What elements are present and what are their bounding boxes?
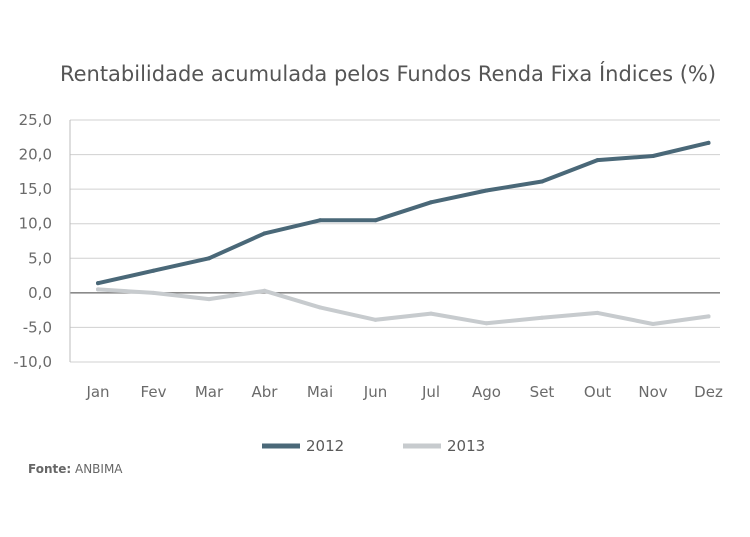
data-point-2012 — [484, 188, 489, 193]
data-point-2013 — [484, 321, 489, 326]
data-point-2013 — [373, 317, 378, 322]
y-tick-label: -10,0 — [13, 353, 52, 371]
x-axis-ticks: Jan Fev Mar Abr Mai Jun Jul Ago Set Out Nov Dez — [85, 383, 723, 401]
x-tick-label: Nov — [638, 383, 667, 401]
legend-label-2012: 2012 — [306, 437, 344, 455]
x-tick-label: Set — [530, 383, 555, 401]
data-point-2013 — [595, 310, 600, 315]
data-point-2012 — [373, 218, 378, 223]
y-tick-label: 20,0 — [19, 146, 52, 164]
data-point-2013 — [429, 311, 433, 316]
data-point-2012 — [540, 179, 544, 184]
x-tick-label: Mar — [195, 383, 224, 401]
data-point-2013 — [706, 314, 711, 319]
data-point-2013 — [318, 305, 322, 310]
x-tick-label: Jul — [421, 383, 440, 401]
data-point-2013 — [262, 288, 267, 293]
series-line-2013 — [96, 287, 711, 326]
data-point-2012 — [207, 256, 211, 261]
x-tick-label: Out — [584, 383, 611, 401]
x-tick-label: Ago — [472, 383, 501, 401]
x-tick-label: Jun — [363, 383, 387, 401]
chart-legend: 2012 2013 — [262, 437, 485, 455]
x-tick-label: Fev — [141, 383, 167, 401]
chart-title: Rentabilidade acumulada pelos Fundos Ren… — [60, 61, 716, 86]
series-line-2012 — [96, 140, 711, 286]
legend-label-2013: 2013 — [447, 437, 485, 455]
chart-grid — [69, 119, 720, 363]
source-label: Fonte: — [28, 462, 72, 476]
chart-series — [96, 140, 711, 326]
data-point-2012 — [318, 218, 322, 223]
x-tick-label: Jan — [85, 383, 109, 401]
data-point-2012 — [429, 200, 433, 205]
data-point-2012 — [706, 140, 711, 145]
y-tick-label: -5,0 — [23, 318, 52, 336]
x-tick-label: Abr — [252, 383, 279, 401]
data-point-2013 — [151, 290, 156, 295]
y-tick-label: 10,0 — [19, 215, 52, 233]
y-tick-label: 25,0 — [19, 111, 52, 129]
data-point-2013 — [651, 321, 655, 326]
y-tick-label: 0,0 — [28, 284, 52, 302]
y-tick-label: 5,0 — [28, 249, 52, 267]
data-point-2012 — [595, 158, 600, 163]
data-point-2013 — [207, 297, 211, 302]
data-point-2012 — [151, 268, 156, 273]
source-note: Fonte: ANBIMA — [28, 462, 123, 476]
data-point-2013 — [540, 315, 544, 320]
data-point-2012 — [96, 281, 100, 286]
x-tick-label: Mai — [307, 383, 333, 401]
y-tick-label: 15,0 — [19, 180, 52, 198]
source-value: ANBIMA — [75, 462, 123, 476]
data-point-2013 — [96, 287, 100, 292]
y-axis-ticks: 25,0 20,0 15,0 10,0 5,0 0,0 -5,0 -10,0 — [13, 111, 52, 371]
data-point-2012 — [651, 153, 655, 158]
data-point-2012 — [262, 231, 267, 236]
x-tick-label: Dez — [694, 383, 723, 401]
